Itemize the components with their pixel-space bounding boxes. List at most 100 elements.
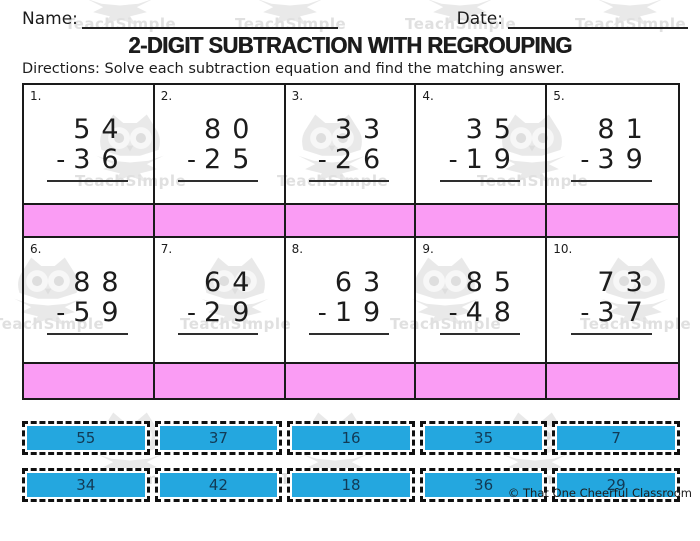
subtrahend: 37	[597, 297, 654, 328]
problem-cell-8: 8. 63 -19	[285, 238, 417, 364]
problem-number: 4.	[422, 89, 434, 103]
minus-sign: -	[580, 145, 590, 174]
problem-cell-7: 7. 64 -29	[154, 238, 286, 364]
minuend: 64	[204, 267, 261, 298]
answer-tile: 37	[154, 421, 283, 455]
subtrahend: 48	[465, 297, 522, 328]
problem-number: 7.	[160, 242, 173, 256]
problem-number: 8.	[291, 242, 304, 256]
subtraction-equation: 33 -26	[308, 115, 390, 182]
subtrahend: 59	[73, 297, 130, 328]
answer-strip-cell	[285, 205, 417, 238]
minus-sign: -	[56, 298, 66, 327]
minuend: 63	[334, 267, 392, 298]
page-title: 2-DIGIT SUBTRACTION WITH REGROUPING	[128, 32, 572, 58]
answer-tile-value: 34	[27, 473, 145, 497]
directions-text: Directions: Solve each subtraction equat…	[22, 61, 565, 77]
answer-strip-cell	[285, 364, 417, 398]
problem-cell-1: 1. 54 -36	[24, 85, 155, 205]
answer-tile-value: 29	[557, 473, 675, 497]
subtraction-equation: 81 -39	[571, 115, 652, 182]
name-blank-line	[81, 13, 338, 29]
minus-sign: -	[448, 145, 458, 174]
answer-tile: 55	[22, 421, 150, 455]
subtrahend: 19	[334, 297, 392, 328]
answer-strip-cell	[24, 205, 155, 238]
answer-tile: 16	[287, 421, 415, 455]
subtraction-equation: 64 -29	[178, 268, 259, 335]
copyright-credit: © That One Cheerful Classroom	[507, 486, 692, 500]
answer-tile-value: 7	[557, 426, 675, 450]
answer-tile-value: 18	[292, 473, 410, 497]
problems-grid: 1. 54 -36 2. 80 -25 3. 33 -	[22, 83, 680, 400]
minus-sign: -	[448, 298, 458, 327]
answer-line	[308, 180, 390, 182]
answer-tile-value: 37	[159, 426, 278, 450]
answer-strip-cell	[416, 205, 548, 238]
subtraction-equation: 85 -48	[439, 268, 520, 335]
answer-tile-value: 55	[27, 426, 145, 450]
answer-line	[47, 180, 128, 182]
minus-sign: -	[187, 145, 197, 174]
answer-tile-value: 42	[159, 473, 278, 497]
problem-cell-6: 6. 88 -59	[24, 238, 155, 364]
problem-number: 5.	[553, 89, 565, 103]
answer-strip-cell	[416, 364, 548, 398]
subtrahend: 36	[73, 144, 130, 175]
answer-strip-cell	[154, 205, 286, 238]
subtraction-equation: 88 -59	[47, 268, 128, 335]
name-label: Name:	[22, 9, 78, 29]
subtrahend: 19	[465, 144, 522, 175]
answer-tile: 18	[287, 468, 415, 502]
minuend: 33	[334, 114, 392, 145]
minus-sign: -	[187, 298, 197, 327]
minuend: 81	[597, 114, 654, 145]
answer-tile: 7	[552, 421, 680, 455]
problem-cell-3: 3. 33 -26	[285, 85, 417, 205]
problem-cell-10: 10. 73 -37	[547, 238, 678, 364]
answer-line	[439, 333, 520, 335]
answer-line	[178, 180, 259, 182]
minus-sign: -	[580, 298, 590, 327]
problem-number: 6.	[30, 242, 42, 256]
answer-tile: 42	[154, 468, 283, 502]
minuend: 85	[465, 267, 522, 298]
date-label: Date:	[456, 9, 503, 29]
date-blank-line	[508, 13, 688, 29]
problem-number: 3.	[291, 89, 304, 103]
subtraction-equation: 54 -36	[47, 115, 128, 182]
answer-tile: 34	[22, 468, 150, 502]
answer-strip-cell	[24, 364, 155, 398]
answer-strip-cell	[154, 364, 286, 398]
answer-tile: 29	[552, 468, 680, 502]
subtraction-equation: 63 -19	[308, 268, 390, 335]
subtrahend: 25	[204, 144, 261, 175]
minuend: 88	[73, 267, 130, 298]
subtraction-equation: 80 -25	[178, 115, 259, 182]
header: Name: Date:	[0, 0, 700, 29]
answer-tile-value: 35	[424, 426, 543, 450]
subtrahend: 39	[597, 144, 654, 175]
subtraction-equation: 35 -19	[439, 115, 520, 182]
subtrahend: 26	[334, 144, 392, 175]
answer-strip-cell	[547, 364, 678, 398]
answer-line	[571, 333, 652, 335]
answer-line	[439, 180, 520, 182]
problem-cell-9: 9. 85 -48	[416, 238, 548, 364]
answer-strip-cell	[547, 205, 678, 238]
problem-cell-4: 4. 35 -19	[416, 85, 548, 205]
problem-number: 2.	[160, 89, 173, 103]
answer-line	[178, 333, 259, 335]
answer-line	[308, 333, 390, 335]
minus-sign: -	[317, 298, 327, 327]
problem-cell-2: 2. 80 -25	[154, 85, 286, 205]
minuend: 80	[204, 114, 261, 145]
problem-number: 10.	[553, 242, 573, 256]
answer-tile: 35	[419, 421, 548, 455]
answer-tile-value: 16	[292, 426, 410, 450]
problem-number: 1.	[30, 89, 42, 103]
answer-line	[47, 333, 128, 335]
problem-number: 9.	[422, 242, 434, 256]
subtraction-equation: 73 -37	[571, 268, 652, 335]
